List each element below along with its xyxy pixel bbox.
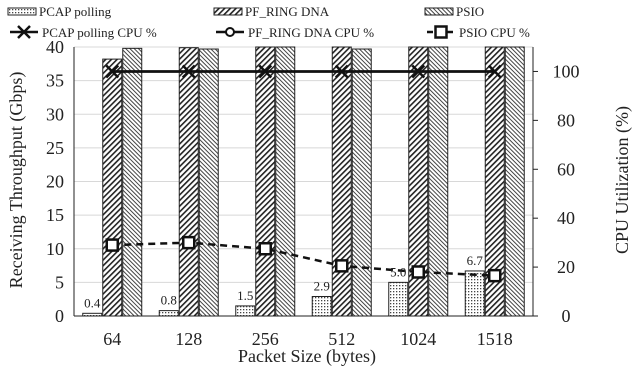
y-tick-label: 30 [46,104,64,124]
legend-marker [225,27,235,37]
x-tick-label: 1024 [400,329,436,349]
bar-0-1 [158,310,179,317]
y-tick-label: 0 [55,306,64,326]
legend-swatch [213,7,243,16]
x-tick-label: 64 [103,329,121,349]
legend-marker [434,25,448,39]
legend-swatch [7,7,37,16]
bar-1-1 [178,47,199,317]
marker-stroke [105,64,120,79]
marker-0-4 [411,64,426,79]
marker-stroke [487,64,502,79]
data-label: 0.8 [161,293,177,308]
marker-0-0 [105,64,120,79]
data-label: 2.9 [314,278,330,293]
legend-label: PF_RING DNA CPU % [248,25,374,40]
x-axis-title: Packet Size (bytes) [238,346,376,367]
bar-0-3 [311,295,332,317]
bar-1-3 [331,46,352,317]
marker-0-3 [334,64,349,79]
y-tick-label: 40 [46,37,64,57]
bar-2-1 [198,48,219,317]
y2-tick-label: 80 [557,110,575,130]
legend-label: PCAP polling [39,4,112,19]
y-tick-label: 5 [55,272,64,292]
data-label: 0.4 [84,295,101,310]
bar-2-4 [428,46,449,317]
x-axis-ticks: 64 128 256 512 1024 1518 [103,329,513,349]
legend-item: PCAP polling [7,4,112,19]
bar-2-0 [122,47,143,317]
data-labels: 0.4 0.8 1.5 2.9 5.0 6.7 [84,253,483,310]
legend-marker [17,25,31,39]
marker-0-2 [258,64,273,79]
y-tick-label: 20 [46,172,64,192]
marker-2-2 [258,242,272,256]
bar-2-3 [351,48,372,317]
y-axis-title: Receiving Throughput (Gbps) [6,72,27,289]
legend: PCAP polling PF_RING DNA PSIO PCAP polling … [7,4,530,40]
axes [73,47,534,317]
y-tick-label: 10 [46,239,64,259]
y2-tick-label: 60 [557,159,575,179]
y2-tick-label: 0 [562,306,571,326]
bar-2-2 [275,46,296,317]
x-tick-label: 128 [175,329,202,349]
legend-label: PSIO [456,4,484,19]
legend-item: PSIO CPU % [427,25,530,40]
x-tick-label: 1518 [477,329,513,349]
y-tick-label: 25 [46,138,64,158]
marker-2-5 [488,268,502,283]
y2-tick-label: 100 [553,61,580,81]
marker-2-0 [105,238,119,252]
y2-tick-label: 40 [557,208,575,228]
legend-item: PF_RING DNA [213,4,330,19]
bar-1-2 [255,46,276,317]
legend-swatch [424,7,454,16]
data-label: 6.7 [467,253,484,268]
data-label: 1.5 [237,288,253,303]
bar-0-5 [464,270,485,317]
legend-item: PF_RING DNA CPU % [216,25,374,40]
x-tick-label: 256 [252,329,279,349]
marker-0-1 [181,64,196,79]
legend-label: PCAP polling CPU % [42,25,157,40]
marker-2-4 [411,265,425,279]
marker-stroke [181,64,196,79]
bar-2-5 [504,46,525,317]
y-tick-label: 15 [46,205,64,225]
line-series-2 [112,241,495,277]
lines [105,64,502,283]
legend-item: PCAP polling CPU % [10,25,157,40]
marker-2-3 [335,259,349,273]
marker-0-5 [487,64,502,79]
marker-stroke [411,64,426,79]
marker-stroke [17,25,31,39]
legend-label: PF_RING DNA [245,4,330,19]
legend-label: PSIO CPU % [459,25,530,40]
y-tick-label: 35 [46,71,64,91]
data-label: 5.0 [390,264,406,279]
marker-stroke [258,64,273,79]
x-tick-label: 512 [328,329,355,349]
marker-stroke [334,64,349,79]
bar-0-4 [388,281,409,317]
gridlines [74,46,533,317]
bar-1-0 [102,58,123,317]
legend-item: PSIO [424,4,484,19]
y2-tick-label: 20 [557,257,575,277]
y2-axis-ticks: 0 20 40 60 80 100 [533,61,580,326]
marker-2-1 [182,235,196,250]
bar-0-2 [235,305,256,317]
y-axis-ticks: 0 5 10 15 20 25 30 35 40 [46,37,64,326]
y2-axis-title: CPU Utilization (%) [612,106,633,254]
